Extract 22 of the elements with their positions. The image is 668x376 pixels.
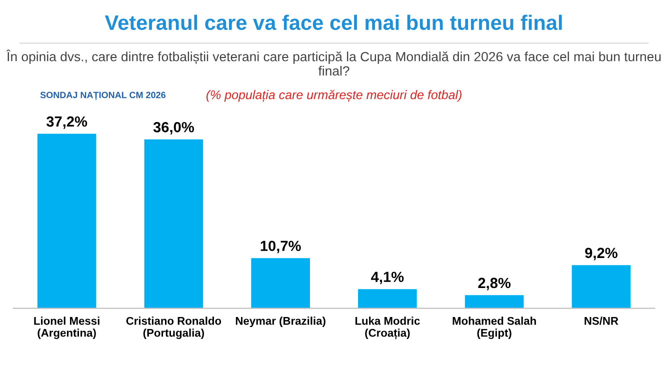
data-label: 36,0% (153, 122, 194, 134)
data-label: 9,2% (585, 248, 618, 260)
text: (% populația care urmărește meciuri de fotbal) (206, 90, 462, 102)
bar (144, 139, 204, 308)
bar (464, 295, 524, 308)
x-tick-label: Lionel Messi (Argentina) (34, 316, 100, 340)
chart-title: Veteranul care va face cel mai bun turneu final (104, 14, 562, 30)
data-label: 10,7% (260, 240, 301, 254)
x-tick-label: Neymar (Brazilia) (236, 316, 326, 328)
chart-subtitle: În opinia dvs., care dintre fotbaliștii veterani care participă la Cupa Mondială din 2026 va face cel mai bun turneu final? (6, 50, 661, 76)
data-label: 2,8% (478, 278, 511, 290)
x-tick-label: Luka Modric (Croația) (355, 316, 420, 340)
bar (37, 134, 96, 308)
data-label: 37,2% (46, 116, 88, 129)
text: SONDAJ NAȚIONAL CM 2026 (40, 92, 166, 100)
x-tick-label: Mohamed Salah (Egipt) (452, 316, 536, 340)
bar (251, 258, 310, 308)
bar (358, 289, 417, 308)
bar (572, 265, 631, 308)
x-tick-label: NS/NR (584, 316, 618, 325)
x-tick-label: Cristiano Ronaldo (Portugalia) (126, 316, 222, 340)
data-label: 4,1% (371, 272, 404, 284)
